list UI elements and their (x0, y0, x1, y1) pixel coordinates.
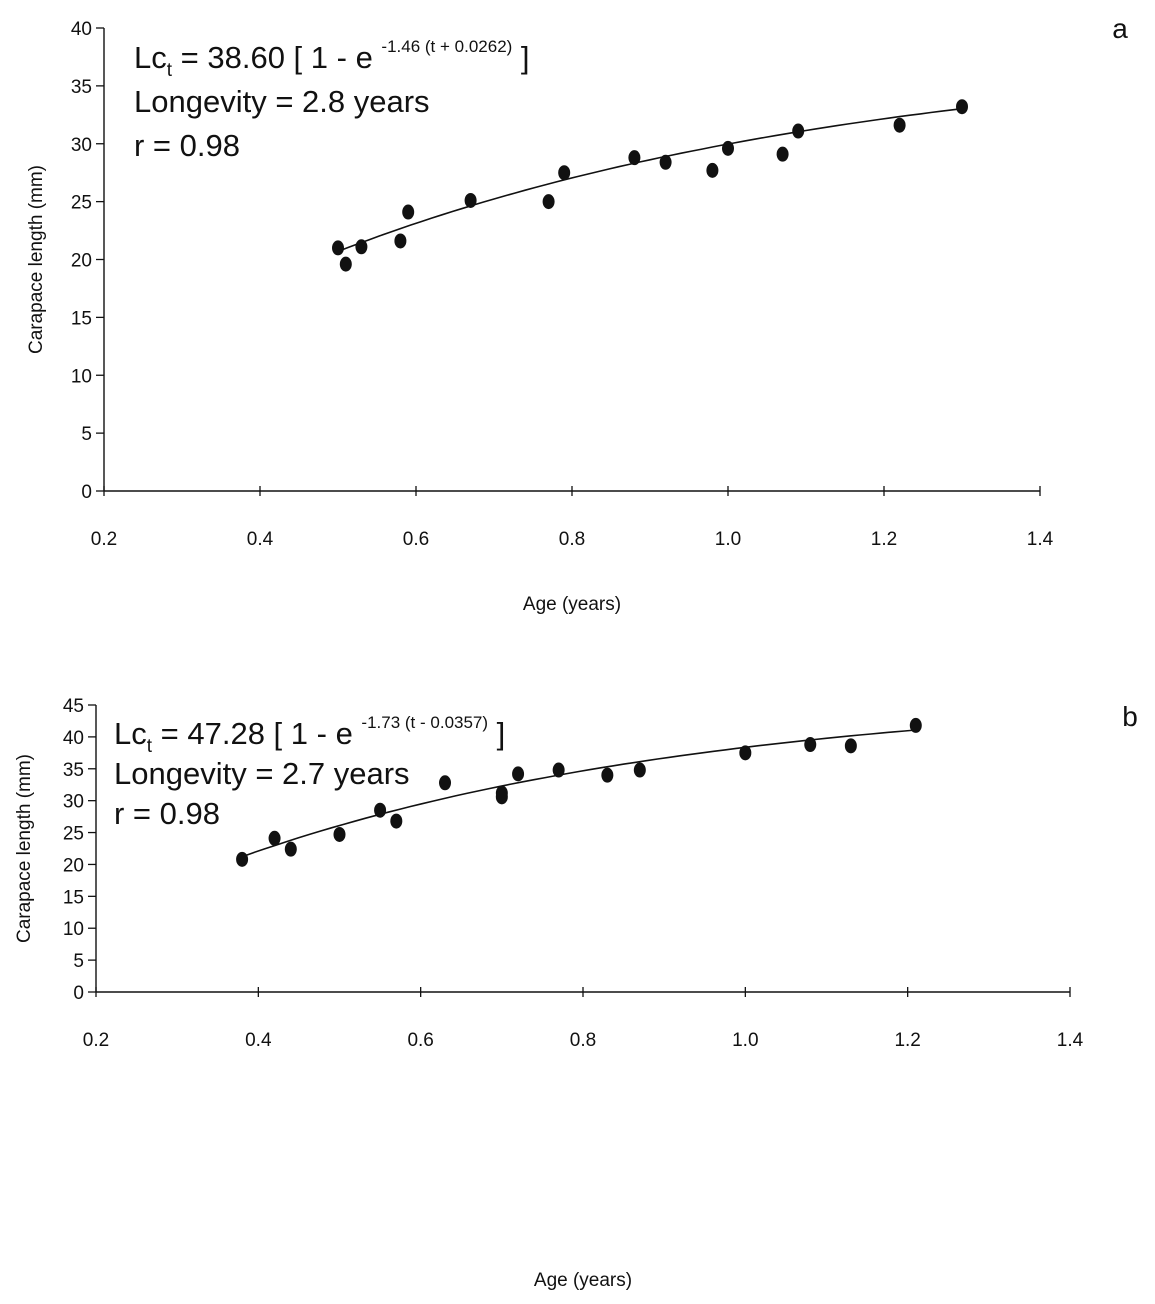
chart-a-equation-exponent: -1.46 (t + 0.0262) (381, 37, 512, 56)
chart-b-y-tick-label: 0 (73, 983, 84, 1004)
chart-b-data-point (333, 826, 346, 842)
chart-b-data-point (844, 738, 857, 754)
chart-a-data-point (893, 117, 906, 133)
chart-b-panel-label: b (1122, 701, 1138, 732)
chart-b-data-point (633, 762, 646, 778)
chart-a-y-tick-label: 30 (71, 135, 92, 156)
chart-b-data-point (804, 737, 817, 753)
chart-a-y-tick-label: 15 (71, 308, 92, 329)
chart-b-r-value-text: r = 0.98 (114, 796, 220, 831)
chart-b-data-point (268, 830, 281, 846)
chart-a: 0.2 0.4 0.6 0.8 1.0 1.2 1.4 0 5 10 15 20 25 30 35 40 Age… (26, 13, 1128, 615)
chart-a-x-tick-label: 1.2 (871, 529, 897, 550)
chart-b-equation: Lct = 47.28 [ 1 - e -1.73 (t - 0.0357) ] (114, 713, 505, 757)
chart-b-equation-lhs: Lc (114, 716, 147, 751)
chart-b-data-point (236, 851, 249, 867)
chart-a-y-tick-label: 10 (71, 366, 92, 387)
chart-b-equation-subscript: t (147, 736, 153, 757)
chart-b-data-point (552, 762, 565, 778)
chart-b: 0.2 0.4 0.6 0.8 1.0 1.2 1.4 0 5 10 15 20 25 30 35 40 45 A… (14, 696, 1138, 1291)
chart-a-data-point (355, 239, 368, 255)
chart-b-fitted-curve (241, 729, 916, 858)
chart-a-x-tick-label: 1.4 (1027, 529, 1054, 550)
chart-a-fitted-curve (337, 107, 963, 253)
chart-a-y-tick-label: 35 (71, 77, 92, 98)
chart-a-data-point (542, 194, 555, 210)
chart-a-data-point (722, 140, 734, 156)
chart-a-x-tick-label: 0.2 (91, 529, 117, 550)
chart-a-x-tick-label: 1.0 (715, 529, 741, 550)
chart-a-data-point (332, 240, 344, 256)
chart-b-equation-exponent: -1.73 (t - 0.0357) (361, 713, 488, 732)
chart-a-panel-label: a (1112, 13, 1128, 44)
chart-b-y-tick-label: 45 (63, 696, 84, 717)
chart-b-x-tick-label: 0.6 (407, 1030, 433, 1051)
chart-b-data-point (909, 717, 922, 733)
chart-a-data-point (659, 154, 672, 170)
chart-a-equation-subscript: t (167, 60, 173, 81)
chart-a-equation: Lct = 38.60 [ 1 - e -1.46 (t + 0.0262) ] (134, 37, 530, 81)
chart-a-equation-rhs: = 38.60 [ 1 - e (172, 40, 381, 75)
chart-b-data-point (495, 789, 508, 805)
chart-a-x-tick-label: 0.6 (403, 529, 429, 550)
chart-a-data-point (776, 146, 789, 162)
chart-a-data-point (956, 99, 968, 115)
chart-b-x-tick-label: 1.2 (894, 1030, 920, 1051)
chart-b-equation-rhs: = 47.28 [ 1 - e (152, 716, 361, 751)
chart-a-data-point (464, 192, 477, 208)
chart-a-equation-close: ] (512, 40, 529, 75)
chart-a-y-tick-label: 20 (71, 251, 92, 272)
chart-a-data-point (706, 162, 719, 178)
chart-b-data-point (374, 802, 387, 818)
chart-a-data-point (628, 150, 641, 166)
chart-a-equation-lhs: Lc (134, 40, 167, 75)
chart-a-x-tick-label: 0.4 (247, 529, 274, 550)
chart-b-data-point (284, 841, 297, 857)
chart-b-data-point (512, 766, 525, 782)
chart-a-longevity-text: Longevity = 2.8 years (134, 84, 430, 119)
chart-a-y-tick-label: 40 (71, 19, 92, 40)
chart-b-x-tick-label: 1.0 (732, 1030, 758, 1051)
chart-b-y-tick-label: 25 (63, 824, 84, 845)
chart-a-x-tick-label: 0.8 (559, 529, 585, 550)
chart-b-y-tick-label: 35 (63, 760, 84, 781)
chart-b-x-tick-label: 0.4 (245, 1030, 272, 1051)
chart-b-data-point (390, 813, 403, 829)
chart-a-data-point (558, 165, 571, 181)
chart-b-y-tick-label: 30 (63, 792, 84, 813)
chart-a-data-point (792, 123, 805, 139)
chart-a-r-value-text: r = 0.98 (134, 128, 240, 163)
chart-a-data-point (339, 256, 352, 272)
chart-b-data-point (739, 745, 752, 761)
chart-b-y-tick-label: 20 (63, 855, 84, 876)
chart-a-y-tick-label: 25 (71, 193, 92, 214)
chart-b-x-tick-label: 0.8 (570, 1030, 596, 1051)
chart-a-data-point (394, 233, 407, 249)
chart-a-x-axis-label: Age (years) (523, 594, 621, 615)
chart-b-y-tick-label: 10 (63, 919, 84, 940)
chart-b-y-tick-label: 15 (63, 887, 84, 908)
chart-b-y-tick-label: 5 (73, 951, 84, 972)
chart-a-y-tick-label: 5 (81, 424, 92, 445)
chart-b-longevity-text: Longevity = 2.7 years (114, 756, 410, 791)
chart-b-data-point (439, 775, 452, 791)
chart-b-data-point (601, 767, 614, 783)
chart-b-x-axis-label: Age (years) (534, 1270, 632, 1291)
chart-a-data-point (402, 204, 415, 220)
chart-b-x-tick-label: 1.4 (1057, 1030, 1084, 1051)
chart-b-y-tick-label: 40 (63, 728, 84, 749)
chart-b-y-axis-label: Carapace length (mm) (14, 754, 35, 943)
chart-b-x-tick-label: 0.2 (83, 1030, 109, 1051)
chart-b-equation-close: ] (488, 716, 505, 751)
chart-a-y-axis-label: Carapace length (mm) (26, 165, 47, 354)
chart-a-y-tick-label: 0 (81, 482, 92, 503)
